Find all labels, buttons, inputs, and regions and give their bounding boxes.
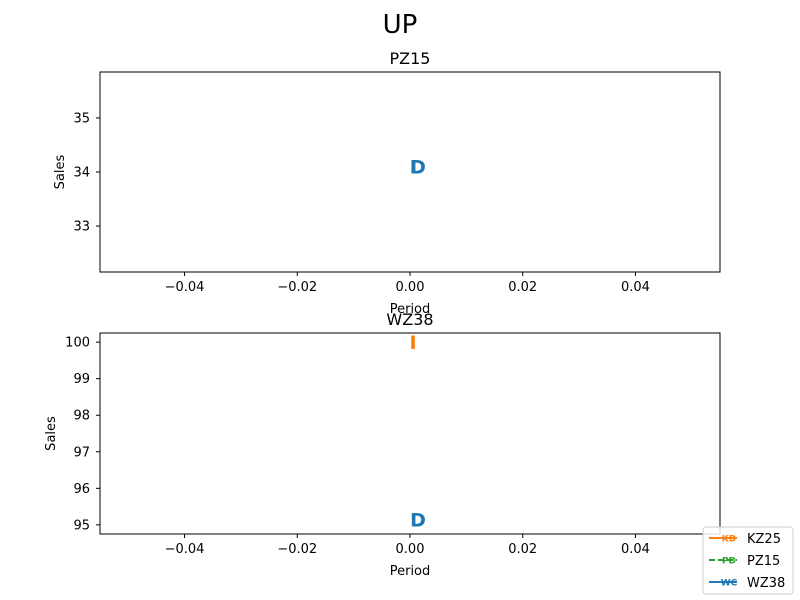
y-tick-label: 33	[73, 220, 90, 235]
x-tick-label: 0.02	[508, 280, 537, 295]
y-tick-label: 97	[73, 445, 90, 460]
legend-label-pz15: PZ15	[747, 554, 780, 569]
legend: KD KZ25 PD PZ15 WC WZ38	[702, 526, 794, 595]
x-tick-label: 0.00	[396, 280, 425, 295]
x-tick-label: −0.04	[165, 280, 205, 295]
x-tick-label: −0.02	[277, 542, 317, 557]
legend-box	[702, 526, 794, 595]
x-tick-label: −0.04	[165, 542, 205, 557]
x-tick-label: 0.04	[621, 542, 650, 557]
legend-badge-kz25: KD	[722, 535, 736, 545]
subplot-title: PZ15	[390, 49, 431, 68]
axes-frame	[99, 332, 721, 535]
figure-title: UP	[383, 10, 418, 40]
y-tick-label: 95	[73, 518, 90, 533]
y-tick-label: 99	[73, 372, 90, 387]
x-tick-label: 0.00	[396, 542, 425, 557]
y-tick-label: 98	[73, 409, 90, 424]
marker-wz38: D	[410, 509, 426, 531]
subplot-pz15: PZ15 −0.04 −0.02 0.00 0.02 0.04 33 34 35 Period Sa…	[53, 49, 721, 317]
x-tick-label: −0.02	[277, 280, 317, 295]
y-tick-label: 96	[73, 482, 90, 497]
x-axis-label: Period	[390, 302, 431, 317]
legend-label-wz38: WZ38	[747, 576, 785, 591]
y-tick-label: 100	[65, 336, 90, 351]
x-tick-label: 0.02	[508, 542, 537, 557]
legend-badge-pz15: PD	[722, 557, 736, 567]
y-axis-label: Sales	[44, 416, 59, 451]
y-tick-label: 35	[73, 111, 90, 126]
subplot-wz38: WZ38 −0.04 −0.02 0.00 0.02 0.04 95 96 97 98 99 100 P…	[44, 310, 721, 579]
legend-badge-wz38: WC	[721, 579, 738, 589]
subplot-title: WZ38	[386, 310, 433, 329]
x-axis-label: Period	[390, 564, 431, 579]
y-tick-label: 34	[73, 166, 90, 181]
x-tick-label: 0.04	[621, 280, 650, 295]
marker-kz25: I	[409, 332, 416, 354]
legend-label-kz25: KZ25	[747, 532, 781, 547]
y-axis-label: Sales	[53, 154, 68, 189]
marker-kz25: I	[409, 157, 416, 179]
marker-wz38: D	[410, 157, 426, 179]
